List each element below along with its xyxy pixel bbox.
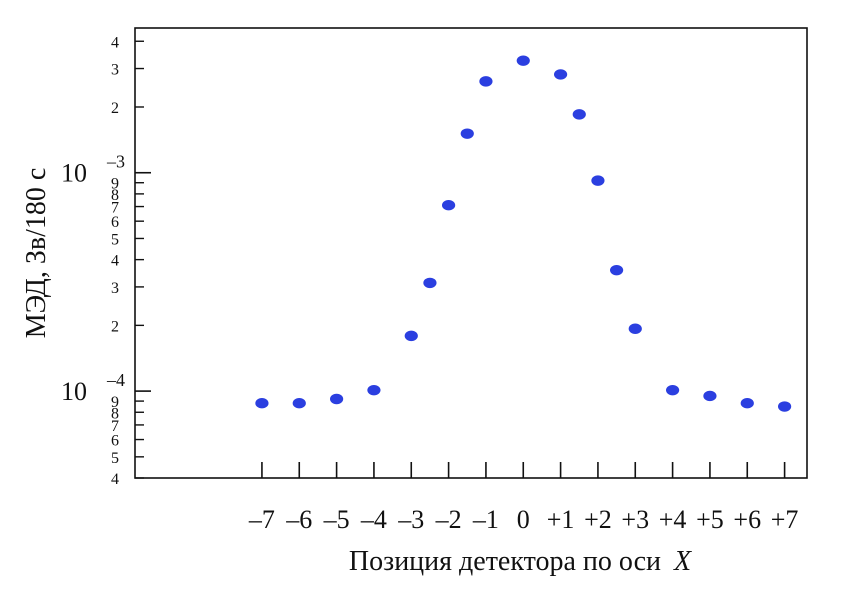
y-minor-tick-label: 3 (111, 62, 119, 79)
y-minor-tick-label: 2 (111, 100, 119, 117)
x-axis-title: Позиция детектора по оси X (349, 546, 692, 577)
data-point (479, 76, 493, 87)
data-point (740, 398, 754, 409)
x-tick-label: +7 (771, 505, 799, 534)
y-minor-tick-label: 4 (111, 34, 119, 51)
data-point (329, 393, 344, 405)
y-major-tick-exponent: –4 (106, 370, 125, 390)
x-tick-label: –4 (360, 505, 387, 534)
y-minor-tick-label: 8 (111, 405, 119, 422)
x-tick-label: +4 (659, 505, 687, 534)
data-point (292, 398, 306, 409)
y-major-tick-base: 10 (61, 377, 87, 406)
y-minor-tick-label: 8 (111, 187, 119, 204)
x-tick-label: –1 (472, 505, 499, 534)
y-minor-tick-label: 3 (111, 280, 119, 297)
x-tick-label: +5 (696, 505, 724, 534)
data-point (255, 398, 269, 409)
data-point (628, 323, 642, 334)
y-minor-tick-label: 6 (111, 214, 119, 231)
data-point (404, 330, 418, 342)
data-point (703, 390, 717, 402)
x-tick-label: +3 (621, 505, 649, 534)
data-point (572, 109, 586, 120)
data-point (553, 69, 568, 80)
x-tick-label: –5 (323, 505, 350, 534)
x-tick-label: –6 (285, 505, 312, 534)
data-points (255, 55, 792, 412)
data-point (460, 128, 474, 139)
data-point (516, 55, 530, 66)
y-minor-tick-label: 6 (111, 433, 119, 450)
y-major-tick-label: 10 (61, 159, 87, 188)
x-axis-title-variable: X (673, 546, 692, 577)
plot-frame (134, 27, 808, 479)
x-tick-label: +1 (547, 505, 575, 534)
x-tick-label: –3 (397, 505, 424, 534)
data-point (367, 384, 381, 396)
x-axis-ticks: –7 –6 –5 –4 –3 –2 –1 0 +1 +2 +3 +4 +5 +6 +7 (248, 462, 799, 534)
y-minor-tick-label: 9 (111, 394, 119, 411)
y-minor-tick-label: 7 (111, 418, 119, 435)
y-minor-tick-label: 2 (111, 318, 119, 335)
y-major-tick-label: 10 (61, 377, 87, 406)
y-minor-tick-label: 5 (111, 450, 119, 467)
y-major-tick-exponent: –3 (106, 152, 125, 172)
y-minor-tick-label: 4 (111, 253, 119, 270)
y-major-tick-base: 10 (61, 159, 87, 188)
x-tick-label: –7 (248, 505, 275, 534)
y-minor-tick-label: 5 (111, 231, 119, 248)
y-axis-title: МЭД, Зв/180 с (21, 168, 52, 339)
y-minor-tick-label: 7 (111, 200, 119, 217)
x-tick-label: 0 (517, 505, 530, 534)
y-minor-tick-label: 9 (111, 176, 119, 193)
x-tick-label: +2 (584, 505, 612, 534)
data-point (777, 401, 792, 412)
x-tick-label: +6 (733, 505, 761, 534)
data-point (665, 384, 680, 396)
data-point (609, 264, 624, 276)
data-point (441, 200, 456, 211)
data-point (423, 277, 437, 289)
x-axis-title-text: Позиция детектора по оси (349, 546, 661, 577)
data-point (591, 175, 605, 186)
y-minor-tick-label: 4 (111, 471, 119, 488)
x-tick-label: –2 (435, 505, 462, 534)
